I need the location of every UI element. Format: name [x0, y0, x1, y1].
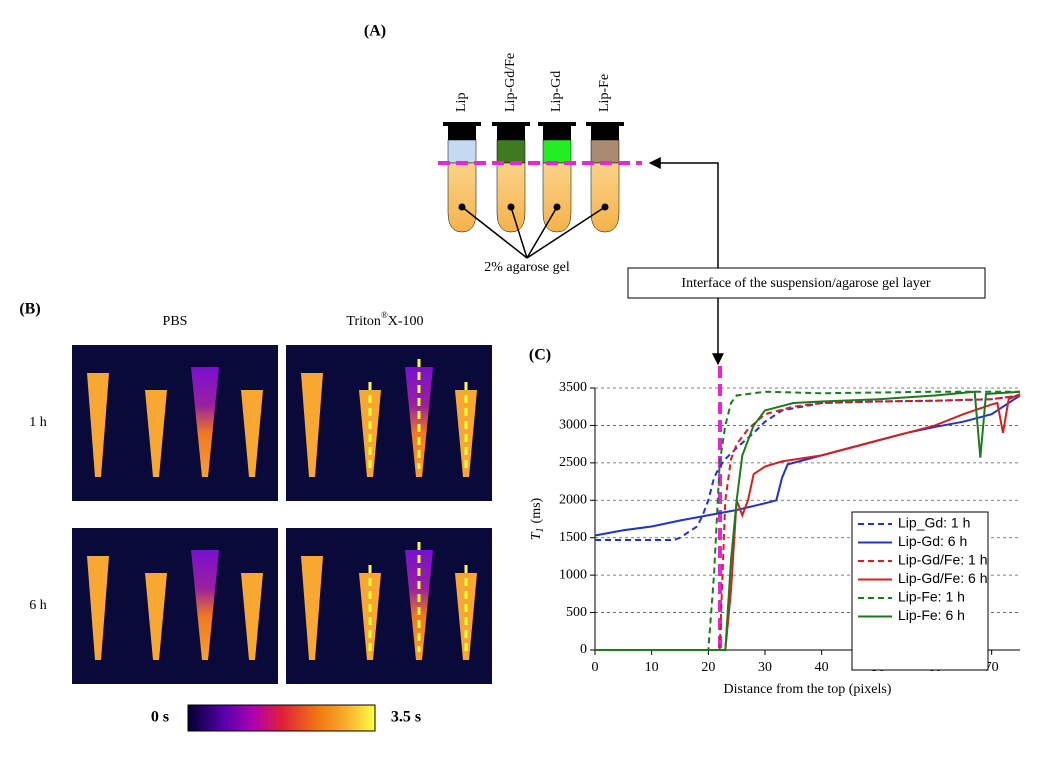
tube-image: [359, 573, 381, 660]
tube-image: [405, 550, 433, 660]
tube-diagram: Lip Lip-Gd/Fe Lip-Gd Lip-Fe: [443, 53, 624, 259]
tube-image: [455, 573, 477, 660]
arrow: [648, 157, 719, 268]
tube-cap: [492, 122, 530, 126]
interface-box: [627, 267, 986, 299]
y-tick-label: 1000: [559, 567, 587, 582]
x-tick-label: 20: [701, 660, 715, 675]
y-tick-label: 3000: [559, 418, 587, 433]
x-tick-label: 10: [645, 660, 659, 675]
pointer: [526, 206, 558, 259]
tube-image: [87, 556, 109, 660]
colorbar-min: 0 s: [151, 709, 169, 726]
y-tick-label: 2500: [559, 455, 587, 470]
series-line: [595, 390, 1021, 651]
legend-label: Lip-Fe: 1 h: [898, 589, 965, 605]
legend-label: Lip-Gd/Fe: 6 h: [898, 570, 988, 586]
suspension: [542, 139, 572, 164]
gel-label: 2% agarose gel: [484, 260, 570, 275]
interface-label: Interface of the suspension/agarose gel …: [681, 276, 931, 291]
legend-label: Lip_Gd: 1 h: [898, 515, 970, 531]
y-tick-label: 500: [566, 605, 587, 620]
colorbar-max: 3.5 s: [391, 709, 421, 726]
tube-image: [241, 390, 263, 477]
suspension: [447, 139, 477, 164]
line-chart: 0500100015002000250030003500010203040506…: [529, 366, 1021, 697]
tube-neck: [448, 126, 476, 140]
tube-image: [87, 373, 109, 477]
tube-neck: [543, 126, 571, 140]
tube-cap: [586, 122, 624, 126]
y-tick-label: 0: [580, 642, 587, 657]
image-bg: [72, 345, 278, 501]
tube-image: [301, 556, 323, 660]
series-line: [595, 390, 1020, 651]
row-label: 6 h: [29, 598, 47, 613]
text-part: X-100: [388, 314, 424, 329]
tube-image: [301, 373, 323, 477]
tube-image: [405, 367, 433, 477]
pointer: [461, 206, 528, 259]
column-label: PBS: [163, 314, 188, 329]
tube-image: [145, 390, 167, 477]
tube-image: [191, 550, 219, 660]
y-tick-label: 2000: [559, 493, 587, 508]
y-tick-label: 3500: [559, 380, 587, 395]
legend-label: Lip-Gd: 6 h: [898, 533, 967, 549]
tube-image: [359, 390, 381, 477]
panel-label: (B): [19, 301, 40, 318]
image-bg: [286, 528, 492, 684]
legend-label: Lip-Fe: 6 h: [898, 607, 965, 623]
suspension: [590, 139, 620, 164]
x-tick-label: 0: [592, 660, 599, 675]
x-tick-label: 30: [758, 660, 772, 675]
panel-label: (A): [364, 23, 386, 40]
gel: [590, 162, 620, 233]
y-tick-label: 1500: [559, 530, 587, 545]
x-tick-label: 40: [815, 660, 829, 675]
tube-image: [455, 390, 477, 477]
tube-label: Lip: [454, 93, 469, 112]
tube-image: [241, 573, 263, 660]
y-label-unit: (ms): [529, 497, 544, 523]
row-label: 1 h: [29, 415, 47, 430]
series-line: [718, 394, 1021, 651]
x-axis-label: Distance from the top (pixels): [724, 682, 892, 697]
series-line: [724, 393, 1021, 651]
y-label-symbol: T: [529, 531, 544, 540]
panel-label: (C): [529, 347, 551, 364]
tube-label: Lip-Gd/Fe: [503, 53, 518, 112]
tube-image: [191, 367, 219, 477]
tube-label: Lip-Fe: [597, 74, 612, 112]
tube-image: [145, 573, 167, 660]
column-label: Triton®X-100: [346, 310, 423, 329]
y-label-subscript: 1: [535, 527, 546, 532]
y-axis-label: T1 (ms): [529, 497, 546, 540]
suspension: [496, 139, 526, 164]
text-part: Triton: [346, 314, 381, 329]
gel: [447, 162, 477, 233]
tube-label: Lip-Gd: [549, 71, 564, 112]
series-line: [594, 394, 1021, 537]
tube-neck: [497, 126, 525, 140]
legend-label: Lip-Gd/Fe: 1 h: [898, 552, 988, 568]
gel: [496, 162, 526, 233]
colorbar: [187, 704, 376, 732]
pointer: [510, 206, 528, 259]
tube-cap: [443, 122, 481, 126]
image-bg: [286, 345, 492, 501]
mri-images: [72, 345, 492, 684]
pointer: [526, 206, 606, 259]
tube-neck: [591, 126, 619, 140]
gel: [542, 162, 572, 233]
legend: [851, 511, 989, 671]
tube-cap: [538, 122, 576, 126]
superscript: ®: [381, 310, 388, 320]
image-bg: [72, 528, 278, 684]
